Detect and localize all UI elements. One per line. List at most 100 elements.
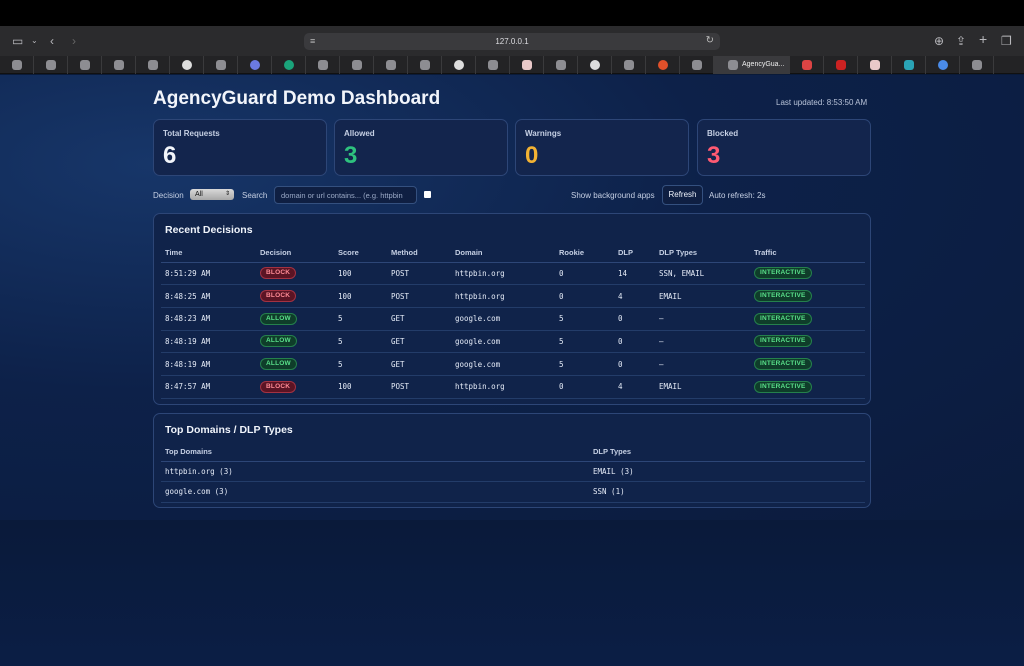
tab-favicon-icon bbox=[903, 59, 914, 70]
cell-dlp: 4 bbox=[614, 375, 655, 399]
col-header: Domain bbox=[451, 243, 555, 263]
tab-favicon-icon bbox=[555, 59, 566, 70]
stat-value: 6 bbox=[163, 142, 177, 169]
tab[interactable] bbox=[926, 55, 960, 74]
decision-badge: BLOCK bbox=[260, 267, 297, 280]
page-settings-icon[interactable]: ≡ bbox=[310, 36, 316, 46]
cell-time: 8:48:19 AM bbox=[161, 330, 256, 354]
filter-bar: Decision All ⇕ Search domain or url cont… bbox=[153, 185, 873, 205]
address-bar[interactable]: ≡ 127.0.0.1 ↻ bbox=[304, 33, 720, 50]
stat-label: Blocked bbox=[707, 129, 739, 138]
cell-method: POST bbox=[387, 262, 451, 286]
tab-favicon-icon bbox=[317, 59, 328, 70]
tab[interactable] bbox=[0, 55, 34, 74]
tab[interactable] bbox=[544, 55, 578, 74]
github-icon bbox=[453, 59, 464, 70]
stat-total-requests: Total Requests 6 bbox=[153, 119, 327, 176]
tab[interactable] bbox=[272, 55, 306, 74]
tab[interactable] bbox=[306, 55, 340, 74]
tab[interactable] bbox=[790, 55, 824, 74]
cell-dlp-types: EMAIL bbox=[655, 375, 750, 399]
back-icon[interactable]: ‹ bbox=[50, 34, 54, 48]
cell-dlp: 4 bbox=[614, 284, 655, 308]
cell-time: 8:48:19 AM bbox=[161, 352, 256, 376]
tab[interactable] bbox=[204, 55, 238, 74]
cell-traffic: INTERACTIVE bbox=[750, 375, 865, 399]
col-header: Top Domains bbox=[161, 442, 589, 462]
cell-dlp-type: EMAIL (3) bbox=[589, 461, 865, 482]
decision-badge: BLOCK bbox=[260, 380, 297, 393]
cell-decision: ALLOW bbox=[256, 330, 334, 354]
tab[interactable] bbox=[578, 55, 612, 74]
tab[interactable] bbox=[858, 55, 892, 74]
cell-top-domain: google.com (3) bbox=[161, 481, 589, 503]
tab-active[interactable]: AgencyGua... bbox=[714, 55, 790, 74]
table-row: httpbin.org (3) EMAIL (3) bbox=[161, 461, 865, 482]
chevron-updown-icon: ⇕ bbox=[224, 191, 230, 197]
show-background-apps-label: Show background apps bbox=[571, 191, 655, 200]
tab[interactable] bbox=[170, 55, 204, 74]
stat-blocked: Blocked 3 bbox=[697, 119, 871, 176]
share-icon[interactable]: ⇪ bbox=[956, 34, 967, 48]
decision-select[interactable]: All ⇕ bbox=[190, 189, 234, 200]
tab[interactable] bbox=[612, 55, 646, 74]
last-updated: Last updated: 8:53:50 AM bbox=[776, 98, 868, 107]
filter-checkbox[interactable] bbox=[424, 191, 431, 198]
tab[interactable] bbox=[136, 55, 170, 74]
stat-value: 3 bbox=[707, 142, 721, 169]
tab-favicon-icon bbox=[283, 59, 294, 70]
traffic-badge: INTERACTIVE bbox=[754, 358, 812, 371]
tab-overview-icon[interactable]: ❐ bbox=[1001, 34, 1012, 48]
tab[interactable] bbox=[34, 55, 68, 74]
panel-title: Recent Decisions bbox=[165, 224, 253, 236]
tab[interactable] bbox=[408, 55, 442, 74]
cell-dlp-types: — bbox=[655, 307, 750, 331]
tab[interactable] bbox=[340, 55, 374, 74]
stat-value: 3 bbox=[344, 142, 358, 169]
tab[interactable] bbox=[238, 55, 272, 74]
tab[interactable] bbox=[510, 55, 544, 74]
tab-favicon-icon bbox=[215, 59, 226, 70]
cell-method: GET bbox=[387, 307, 451, 331]
cell-decision: ALLOW bbox=[256, 307, 334, 331]
tab[interactable] bbox=[960, 55, 994, 74]
new-tab-icon[interactable]: + bbox=[979, 31, 988, 47]
decision-badge: BLOCK bbox=[260, 290, 297, 303]
cell-dlp: 0 bbox=[614, 330, 655, 354]
tab-favicon-icon bbox=[147, 59, 158, 70]
tab[interactable] bbox=[442, 55, 476, 74]
active-tab-title: AgencyGua... bbox=[742, 61, 785, 68]
decision-badge: ALLOW bbox=[260, 335, 297, 348]
cell-traffic: INTERACTIVE bbox=[750, 307, 865, 331]
chevron-down-icon[interactable]: ⌄ bbox=[31, 36, 38, 45]
stat-label: Total Requests bbox=[163, 129, 220, 138]
col-header: DLP bbox=[614, 243, 655, 263]
reload-icon[interactable]: ↻ bbox=[705, 35, 714, 46]
cell-rookie: 0 bbox=[555, 375, 614, 399]
auto-refresh-label: Auto refresh: 2s bbox=[709, 191, 766, 200]
cell-method: POST bbox=[387, 375, 451, 399]
cell-dlp: 0 bbox=[614, 307, 655, 331]
cell-domain: httpbin.org bbox=[451, 284, 555, 308]
cell-decision: ALLOW bbox=[256, 352, 334, 376]
tab[interactable] bbox=[476, 55, 510, 74]
search-input[interactable]: domain or url contains... (e.g. httpbin bbox=[274, 186, 417, 204]
refresh-button[interactable]: Refresh bbox=[662, 185, 703, 205]
sidebar-icon[interactable]: ▭ bbox=[12, 34, 24, 48]
cell-rookie: 5 bbox=[555, 352, 614, 376]
table-header-row: Top Domains DLP Types bbox=[161, 442, 865, 462]
cell-decision: BLOCK bbox=[256, 284, 334, 308]
tab[interactable] bbox=[646, 55, 680, 74]
table-row: 8:47:57 AM BLOCK 100 POST httpbin.org 0 … bbox=[161, 375, 865, 399]
tab[interactable] bbox=[680, 55, 714, 74]
cell-domain: google.com bbox=[451, 352, 555, 376]
cell-score: 5 bbox=[334, 352, 387, 376]
tab[interactable] bbox=[68, 55, 102, 74]
tab[interactable] bbox=[892, 55, 926, 74]
download-icon[interactable]: ⊕ bbox=[934, 34, 945, 48]
forward-icon[interactable]: › bbox=[72, 34, 76, 48]
tab[interactable] bbox=[374, 55, 408, 74]
tab[interactable] bbox=[824, 55, 858, 74]
tab[interactable] bbox=[102, 55, 136, 74]
tab-favicon-icon bbox=[79, 59, 90, 70]
